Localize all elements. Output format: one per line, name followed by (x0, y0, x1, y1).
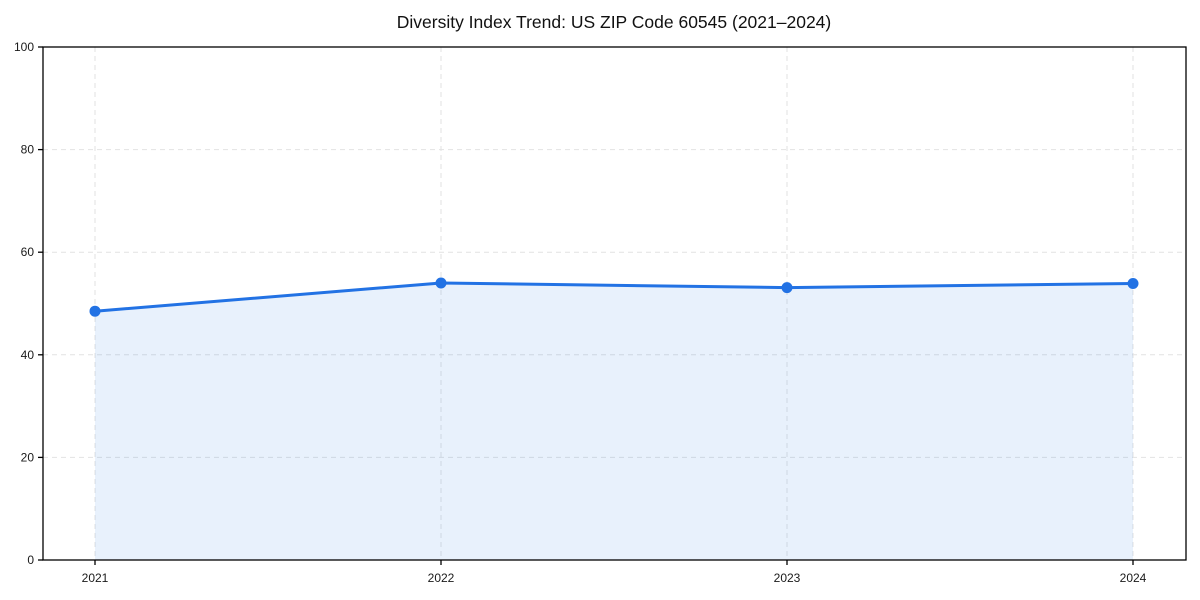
x-tick-label: 2021 (82, 571, 109, 585)
y-tick-label: 0 (27, 553, 34, 567)
chart-title: Diversity Index Trend: US ZIP Code 60545… (397, 12, 832, 32)
y-tick-label: 40 (21, 348, 35, 362)
series-area-fill (95, 282, 1133, 560)
data-point-2023 (781, 282, 793, 294)
data-point-2021 (89, 305, 101, 317)
y-tick-label: 60 (21, 245, 35, 259)
y-tick-label: 20 (21, 450, 35, 464)
x-tick-label: 2024 (1120, 571, 1147, 585)
plot-border (42, 46, 1187, 561)
x-tick-label: 2023 (774, 571, 801, 585)
area-layer (89, 277, 1139, 560)
series-line (93, 281, 1135, 313)
x-tick-label: 2022 (428, 571, 455, 585)
data-point-2024 (1127, 277, 1139, 289)
label-layer: 0 20 40 60 80 100 2021 2022 2023 2024 (14, 40, 1147, 585)
data-point-2022 (435, 277, 447, 289)
axes-layer (38, 46, 1187, 565)
y-tick-label: 80 (21, 143, 35, 157)
y-tick-label: 100 (14, 40, 34, 54)
